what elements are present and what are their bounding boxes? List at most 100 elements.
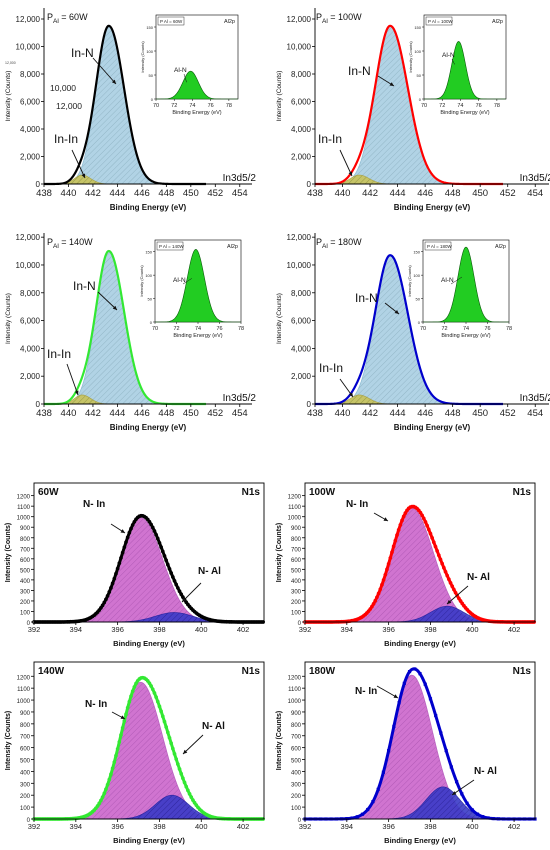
x-tick-label: 440 <box>335 188 351 199</box>
data-marker <box>366 807 370 812</box>
data-marker <box>192 800 197 805</box>
data-marker <box>421 516 426 521</box>
x-tick-label: 438 <box>36 188 52 199</box>
inset-peak-fill <box>156 70 238 100</box>
inset-x-tick-label: 78 <box>494 103 500 109</box>
y-tick-labels: 0 100 200 300 400 500 600 700 800 900 1000 1100 1200 <box>17 495 34 627</box>
inset-header: P Al = 180W <box>427 244 453 249</box>
panel-title: 60W <box>38 487 59 498</box>
data-marker <box>117 561 122 566</box>
x-tick-label: 402 <box>237 625 250 634</box>
data-marker <box>187 792 192 796</box>
data-marker <box>426 527 431 532</box>
y-tick-label: 400 <box>20 579 31 585</box>
data-marker <box>109 772 113 777</box>
data-marker <box>428 697 433 701</box>
x-tick-label: 448 <box>158 408 174 419</box>
data-marker <box>75 816 80 820</box>
inset-y-title: Intensity (Counts) <box>407 265 412 297</box>
data-marker <box>460 792 464 796</box>
data-marker <box>117 740 122 744</box>
data-marker <box>164 725 168 729</box>
y-tick-label: 0 <box>298 621 302 627</box>
y-tick-label: 100 <box>20 610 31 616</box>
data-marker <box>217 619 222 624</box>
inset-header-box <box>157 16 185 26</box>
data-marker <box>371 799 375 804</box>
x-axis-title: Binding Energy (eV) <box>113 639 185 648</box>
inset-y-tick-label: 100 <box>145 273 152 278</box>
arrow-n-in <box>110 523 126 534</box>
data-marker <box>475 812 480 816</box>
data-marker <box>119 733 123 737</box>
peak-label-n-al: N- Al <box>202 721 225 732</box>
data-marker <box>102 791 107 796</box>
x-tick-label: 438 <box>307 188 323 199</box>
corner-label: N1s <box>242 666 261 677</box>
y-tick-label: 4,000 <box>20 344 41 353</box>
corner-label: N1s <box>242 487 261 498</box>
data-marker <box>137 514 142 519</box>
data-marker <box>423 682 427 686</box>
arrow-n-al <box>451 779 475 796</box>
y-tick-label: 0 <box>307 400 312 409</box>
data-marker <box>160 714 165 719</box>
y-tick-label: 2,000 <box>20 372 41 381</box>
data-marker <box>112 760 117 765</box>
inset-peak-arrow <box>182 278 192 285</box>
inset-x-tick-label: 70 <box>421 103 427 109</box>
data-marker <box>176 762 180 766</box>
inset-x-tick-label: 72 <box>439 103 445 109</box>
data-marker <box>132 519 137 524</box>
inset-y-tick-label: 150 <box>413 250 420 255</box>
inset-peak-arrow <box>450 276 463 285</box>
y-tick-label: 900 <box>20 526 31 532</box>
x-tick-labels: 438 440 442 444 446 448 450 452 454 <box>307 404 543 419</box>
x-axis-title: Binding Energy (eV) <box>394 423 471 432</box>
inset-peak-label: Al-N <box>174 67 187 74</box>
data-marker <box>182 780 187 785</box>
y-tick-label: 1000 <box>288 699 302 705</box>
data-marker <box>75 619 80 624</box>
x-tick-label: 454 <box>527 408 543 419</box>
data-marker <box>172 752 177 756</box>
inset-peak-fill <box>155 249 241 323</box>
data-marker <box>217 816 222 821</box>
data-marker <box>381 578 386 582</box>
data-marker <box>104 597 108 602</box>
data-marker <box>430 536 434 540</box>
y-axis-title: Intensity (Counts) <box>276 71 283 122</box>
data-marker <box>152 691 157 695</box>
data-marker <box>455 593 460 598</box>
inset-x-tick-label: 74 <box>463 326 469 332</box>
inset-y-title: Intensity (Counts) <box>408 41 413 73</box>
y-tick-label: 8,000 <box>20 289 41 298</box>
chart-panel-3: 438 440 442 444 446 448 450 452 454 0 2,000 4,000 6,… <box>5 233 256 432</box>
data-marker <box>186 788 190 793</box>
data-marker <box>162 719 167 724</box>
data-marker <box>397 701 401 705</box>
corner-label: In3d5/2 <box>223 173 257 184</box>
data-marker <box>82 814 87 819</box>
inset-x-title: Binding Energy (eV) <box>440 110 489 116</box>
x-tick-label: 452 <box>207 408 223 419</box>
data-marker <box>375 595 379 600</box>
data-marker <box>470 808 474 812</box>
inset-x-tick-label: 74 <box>195 326 201 332</box>
inset-x-tick-label: 74 <box>457 103 463 109</box>
data-marker <box>97 801 102 806</box>
y-tick-label: 0 <box>27 818 31 824</box>
data-marker <box>392 724 396 729</box>
data-marker <box>449 765 453 769</box>
x-tick-label: 444 <box>109 188 125 199</box>
chart-panel-4: 438 440 442 444 446 448 450 452 454 0 2,000 4,000 6,… <box>276 233 550 432</box>
data-marker <box>434 713 438 718</box>
data-marker <box>441 565 446 570</box>
peak-label-in-in: In-In <box>318 132 342 146</box>
inset-y-tick-label: 0 <box>418 320 421 325</box>
data-marker <box>410 504 414 509</box>
data-marker <box>169 741 174 746</box>
data-marker <box>184 784 189 789</box>
y-axis-title: Intensity (Counts) <box>5 523 12 583</box>
y-tick-label: 1000 <box>17 516 31 522</box>
